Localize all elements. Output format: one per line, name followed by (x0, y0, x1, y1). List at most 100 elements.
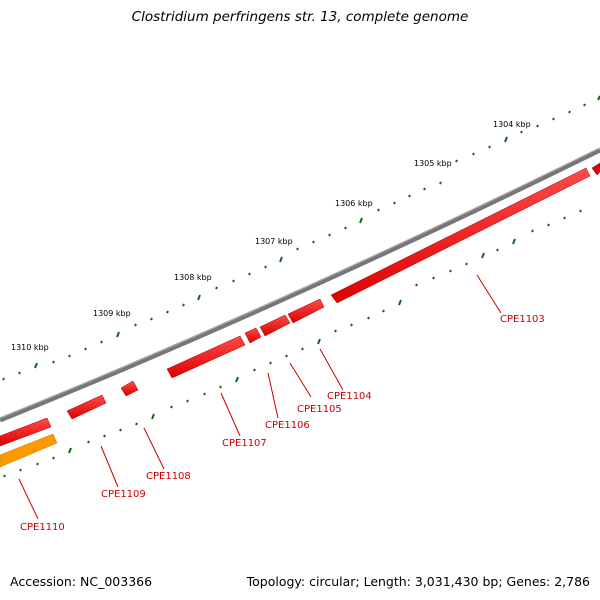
gene-arrow (591, 162, 600, 176)
tick-mark (34, 362, 38, 369)
tick-mark (563, 216, 566, 220)
tick-mark (382, 309, 385, 313)
tick-mark (84, 347, 87, 351)
leader-line (289, 362, 312, 398)
tick-mark (432, 276, 435, 280)
tick-mark (301, 347, 304, 351)
tick-mark (279, 256, 283, 263)
tick-mark (496, 248, 499, 252)
kbp-label: 1304 kbp (493, 120, 531, 129)
tick-mark (19, 468, 22, 472)
kbp-label: 1309 kbp (93, 309, 131, 318)
tick-mark (151, 413, 155, 420)
tick-mark (568, 110, 571, 114)
tick-mark (393, 201, 396, 205)
tick-mark (449, 269, 452, 273)
leader-line (220, 392, 241, 437)
tick-mark (116, 331, 120, 338)
gene-label-cpe1109: CPE1109 (101, 489, 146, 500)
tick-mark (377, 208, 380, 212)
tick-mark (219, 385, 222, 389)
leader-line (100, 445, 119, 488)
tick-mark (439, 181, 442, 185)
tick-mark (3, 474, 6, 478)
tick-mark (52, 360, 55, 364)
tick-mark (344, 226, 347, 230)
leader-line (319, 348, 344, 391)
genome-stats-text: Topology: circular; Length: 3,031,430 bp… (246, 574, 590, 589)
tick-mark (583, 103, 586, 107)
tick-mark (68, 354, 71, 358)
tick-mark (52, 456, 55, 460)
leader-line (18, 478, 39, 520)
gene-label-cpe1107: CPE1107 (222, 438, 267, 449)
tick-mark (579, 209, 582, 213)
leader-line (267, 372, 279, 419)
tick-mark (135, 422, 138, 426)
tick-mark (552, 117, 555, 121)
tick-mark (317, 338, 321, 345)
tick-mark (253, 368, 256, 372)
gene-label-cpe1108: CPE1108 (146, 471, 191, 482)
tick-mark (100, 340, 103, 344)
tick-mark (296, 247, 299, 251)
tick-mark (248, 272, 251, 276)
tick-mark (285, 354, 288, 358)
tick-mark (465, 262, 468, 266)
gene-labels: CPE1103 CPE1104 CPE1105 CPE1106 CPE1107 … (20, 314, 545, 533)
tick-mark (547, 223, 550, 227)
tick-mark (18, 371, 21, 375)
outer-tick-ring (2, 95, 600, 381)
tick-mark (2, 377, 5, 381)
kbp-label: 1307 kbp (255, 237, 293, 246)
tick-mark (423, 187, 426, 191)
tick-mark (87, 440, 90, 444)
tick-mark (328, 233, 331, 237)
gene-label-cpe1110: CPE1110 (20, 522, 65, 533)
genome-backbone-highlight (0, 147, 600, 419)
tick-mark (481, 252, 485, 259)
tick-mark (232, 279, 235, 283)
forward-genes (0, 162, 600, 447)
tick-mark (150, 317, 153, 321)
tick-mark (472, 152, 475, 156)
gene-arrow-reverse (0, 433, 58, 468)
tick-mark (36, 462, 39, 466)
tick-mark (359, 217, 363, 224)
kbp-label: 1308 kbp (174, 273, 212, 282)
tick-mark (415, 283, 418, 287)
tick-mark (531, 229, 534, 233)
kbp-label: 1305 kbp (414, 159, 452, 168)
gene-arrow-cpe1110 (0, 417, 52, 447)
inner-tick-ring (3, 209, 582, 478)
accession-text: Accession: NC_003366 (10, 574, 153, 589)
gene-arrow-cpe1104 (287, 298, 325, 324)
gene-leader-lines (18, 274, 502, 520)
tick-mark (504, 136, 508, 143)
kbp-labels: 1304 kbp 1305 kbp 1306 kbp 1307 kbp 1308… (11, 120, 531, 352)
gene-arrow-cpe1106 (244, 327, 262, 344)
genome-backbone (0, 147, 600, 423)
tick-mark (170, 405, 173, 409)
kbp-label: 1310 kbp (11, 343, 49, 352)
gene-arrow-cpe1108 (120, 380, 139, 397)
gene-arrow-cpe1103 (330, 167, 591, 304)
tick-mark (182, 303, 185, 307)
tick-mark (269, 361, 272, 365)
tick-mark (334, 329, 337, 333)
tick-mark (264, 265, 267, 269)
tick-mark (186, 399, 189, 403)
tick-mark (166, 310, 169, 314)
tick-mark (215, 286, 218, 290)
tick-mark (68, 447, 72, 454)
tick-mark (197, 294, 201, 301)
tick-mark (312, 240, 315, 244)
tick-mark (398, 299, 402, 306)
gene-label-cpe1105: CPE1105 (297, 404, 342, 415)
tick-mark (119, 428, 122, 432)
gene-label-cpe1103: CPE1103 (500, 314, 545, 325)
tick-mark (512, 238, 516, 245)
tick-mark (520, 130, 523, 134)
tick-mark (367, 316, 370, 320)
